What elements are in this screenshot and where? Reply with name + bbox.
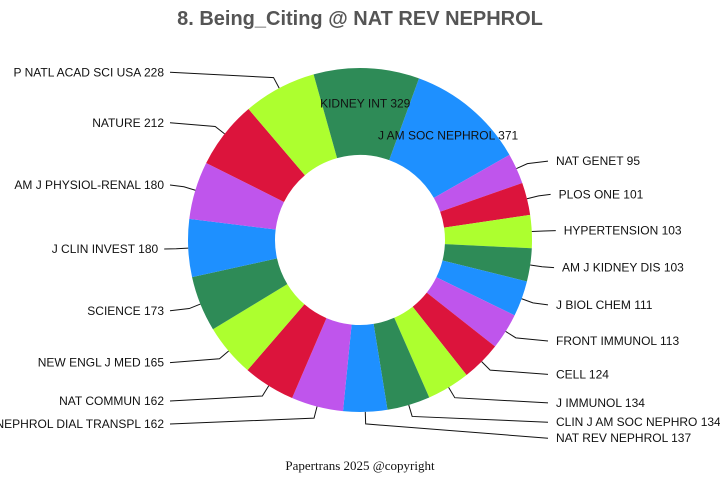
leader-line-am-j-kidney-dis bbox=[530, 264, 555, 269]
slice-am-j-physiol-renal bbox=[189, 163, 284, 230]
slice-new-engl-j-med bbox=[212, 284, 305, 371]
leader-line-cell bbox=[481, 361, 549, 375]
leader-line-clin-j-am-soc-nephro bbox=[408, 404, 549, 423]
label-new-engl-j-med: NEW ENGL J MED 165 bbox=[38, 356, 165, 370]
label-nat-rev-nephrol: NAT REV NEPHROL 137 bbox=[556, 431, 691, 445]
slice-hypertension bbox=[444, 214, 532, 249]
label-j-immunol: J IMMUNOL 134 bbox=[556, 396, 645, 410]
label-am-j-physiol-renal: AM J PHYSIOL-RENAL 180 bbox=[14, 178, 164, 192]
leader-line-j-immunol bbox=[448, 387, 549, 404]
label-cell: CELL 124 bbox=[556, 367, 609, 381]
label-clin-j-am-soc-nephro: CLIN J AM SOC NEPHRO 134 bbox=[556, 415, 720, 429]
leader-line-p-natl-acad-sci-usa bbox=[169, 71, 280, 89]
slice-labels: J AM SOC NEPHROL 371 KIDNEY INT 329 NAT GE… bbox=[0, 65, 720, 445]
label-science: SCIENCE 173 bbox=[87, 304, 164, 318]
leader-line-j-biol-chem bbox=[521, 298, 549, 306]
slice-nature bbox=[206, 109, 305, 202]
slice-j-immunol bbox=[394, 306, 467, 398]
slice-nat-rev-nephrol bbox=[342, 323, 388, 412]
slice-am-j-kidney-dis bbox=[442, 244, 532, 282]
slice-nat-commun bbox=[247, 304, 327, 399]
slice-nephrol-dial-transpl bbox=[292, 318, 352, 412]
label-hypertension: HYPERTENSION 103 bbox=[564, 224, 682, 238]
leader-line-nephrol-dial-transpl bbox=[169, 406, 318, 425]
leader-line-am-j-physiol-renal bbox=[169, 184, 196, 191]
slice-clin-j-am-soc-nephro bbox=[373, 317, 430, 410]
slice-j-clin-invest bbox=[188, 218, 278, 278]
label-front-immunol: FRONT IMMUNOL 113 bbox=[556, 334, 679, 348]
slice-j-biol-chem bbox=[436, 260, 527, 316]
slice-j-am-soc-nephrol bbox=[389, 78, 510, 198]
slice-cell bbox=[412, 292, 496, 376]
leader-line-nature bbox=[169, 122, 225, 135]
label-j-biol-chem: J BIOL CHEM 111 bbox=[556, 298, 653, 312]
chart-title: 8. Being_Citing @ NAT REV NEPHROL bbox=[177, 8, 543, 30]
leader-line-front-immunol bbox=[505, 331, 549, 342]
label-nature: NATURE 212 bbox=[92, 116, 164, 130]
label-p-natl-acad-sci-usa: P NATL ACAD SCI USA 228 bbox=[13, 65, 164, 79]
leader-line-hypertension bbox=[531, 230, 556, 233]
label-plos-one: PLOS ONE 101 bbox=[559, 187, 644, 201]
slices bbox=[188, 67, 532, 412]
label-j-clin-invest: J CLIN INVEST 180 bbox=[52, 242, 159, 256]
label-nat-genet: NAT GENET 95 bbox=[556, 154, 640, 168]
slice-kidney-int bbox=[313, 67, 419, 161]
leader-line-new-engl-j-med bbox=[169, 350, 229, 364]
label-kidney-int: KIDNEY INT 329 bbox=[320, 97, 411, 111]
label-j-am-soc-nephrol: J AM SOC NEPHROL 371 bbox=[378, 129, 519, 143]
leader-line-nat-rev-nephrol bbox=[364, 411, 549, 439]
leader-line-nat-genet bbox=[516, 160, 549, 170]
credit-text: Papertrans 2025 @copyright bbox=[285, 458, 435, 473]
slice-front-immunol bbox=[426, 277, 515, 347]
label-am-j-kidney-dis: AM J KIDNEY DIS 103 bbox=[562, 261, 684, 275]
label-nephrol-dial-transpl: NEPHROL DIAL TRANSPL 162 bbox=[0, 417, 164, 431]
slice-nat-genet bbox=[433, 154, 523, 212]
slice-science bbox=[192, 258, 288, 330]
leader-line-nat-commun bbox=[169, 385, 270, 402]
slice-plos-one bbox=[440, 182, 531, 228]
slice-p-natl-acad-sci-usa bbox=[248, 74, 338, 176]
label-nat-commun: NAT COMMUN 162 bbox=[59, 394, 164, 408]
leader-line-science bbox=[169, 303, 201, 312]
leader-line-plos-one bbox=[526, 193, 551, 200]
leader-line-j-clin-invest bbox=[164, 247, 189, 250]
